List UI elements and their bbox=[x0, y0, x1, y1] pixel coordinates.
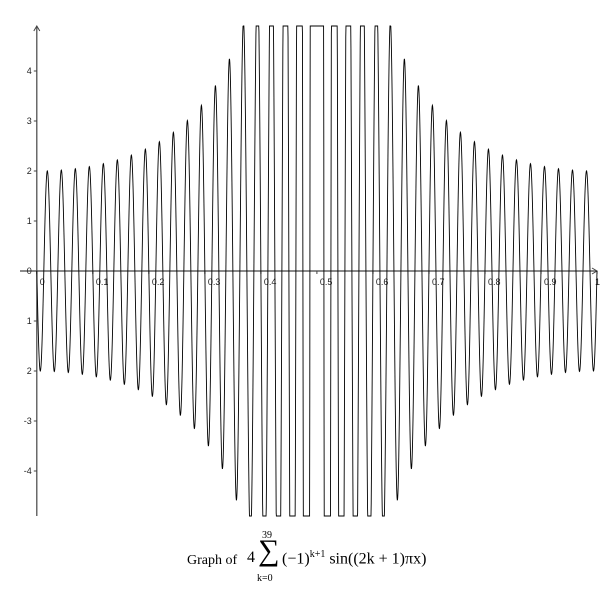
x-tick-label: 0.3 bbox=[208, 277, 221, 287]
caption-prefix: Graph of bbox=[187, 553, 238, 568]
caption-base: (−1) bbox=[282, 550, 310, 568]
y-tick-label: -3 bbox=[24, 416, 32, 426]
caption-sum-lower-limit: k=0 bbox=[257, 573, 273, 584]
caption-coefficient: 4 bbox=[247, 549, 255, 566]
caption-sine-term: sin((2k + 1)πx) bbox=[325, 550, 427, 568]
x-tick-label: 0.1 bbox=[96, 277, 109, 287]
y-axis-arrow bbox=[33, 25, 41, 32]
caption-exponent: k+1 bbox=[309, 549, 326, 560]
tick-labels: 0 0.1 0.2 0.3 0.4 0.5 0.6 0.7 0.8 0.9 1 4 3 2 1 0 1 2 -3 -4 bbox=[24, 66, 600, 476]
y-tick-label: 2 bbox=[27, 166, 32, 176]
y-tick-label: 0 bbox=[27, 266, 32, 276]
caption-sum-upper-limit: 39 bbox=[262, 530, 272, 541]
caption-expression: (−1)k+1 sin((2k + 1)πx) bbox=[282, 549, 426, 568]
y-tick-label: 1 bbox=[27, 316, 32, 326]
x-tick-label: 0.2 bbox=[152, 277, 165, 287]
caption-sigma: ∑ bbox=[258, 534, 280, 567]
y-tick-label: 1 bbox=[27, 216, 32, 226]
x-tick-label: 0.9 bbox=[544, 277, 557, 287]
x-tick-label: 0.6 bbox=[376, 277, 389, 287]
y-tick-label: 3 bbox=[27, 116, 32, 126]
x-tick-label: 0 bbox=[40, 277, 45, 287]
x-tick-label: 0.5 bbox=[320, 277, 333, 287]
y-tick-label: -4 bbox=[24, 466, 32, 476]
series-line bbox=[36, 25, 598, 517]
x-tick-label: 0.4 bbox=[264, 277, 277, 287]
function-plot: 0 0.1 0.2 0.3 0.4 0.5 0.6 0.7 0.8 0.9 1 4 3 2 1 0 1 2 -3 -4 bbox=[20, 25, 600, 517]
x-tick-label: 1 bbox=[595, 277, 600, 287]
y-tick-label: 4 bbox=[27, 66, 32, 76]
x-tick-label: 0.7 bbox=[432, 277, 445, 287]
x-tick-label: 0.8 bbox=[488, 277, 501, 287]
y-tick-label: 2 bbox=[27, 366, 32, 376]
graph-caption: Graph of 4 39 ∑ k=0 (−1)k+1 sin((2k + 1)… bbox=[0, 528, 610, 594]
